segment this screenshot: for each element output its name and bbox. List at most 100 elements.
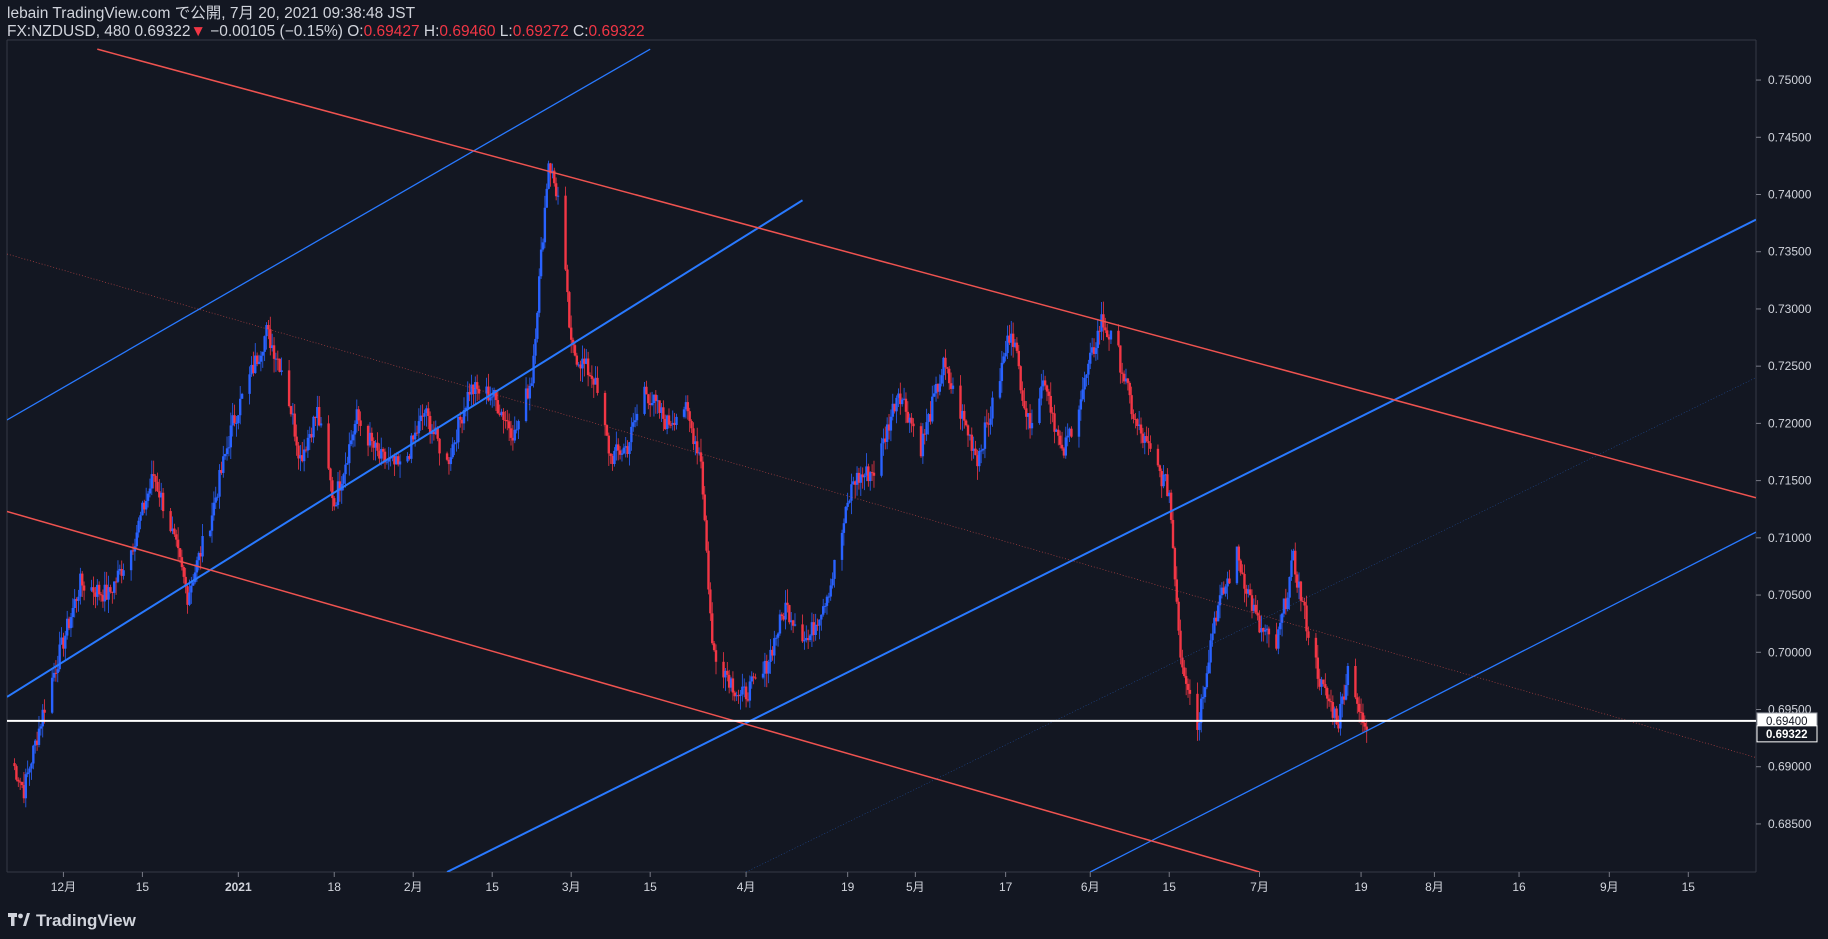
- candle-body: [259, 355, 263, 362]
- candle-body: [801, 624, 804, 642]
- candle-body: [573, 345, 577, 356]
- candle-body: [22, 785, 26, 799]
- x-tick-label: 15: [486, 880, 500, 894]
- trend-line-2: [7, 48, 651, 421]
- candle-body: [1344, 685, 1348, 700]
- candle-body: [664, 418, 667, 430]
- candle-body: [899, 393, 902, 405]
- candle-body: [515, 429, 518, 431]
- candle-body: [491, 396, 494, 398]
- candle-body: [925, 422, 928, 435]
- candle-body: [530, 383, 533, 386]
- candle-body: [825, 596, 829, 606]
- candle-body: [553, 170, 556, 184]
- candle-body: [1053, 413, 1056, 432]
- candle-body: [160, 492, 163, 498]
- candle-body: [346, 463, 349, 465]
- candle-body: [13, 763, 16, 767]
- candle-body: [1224, 586, 1227, 594]
- candle-body: [199, 552, 202, 557]
- candle-body: [1237, 546, 1241, 561]
- candle-body: [460, 419, 464, 424]
- candle-body: [453, 442, 456, 445]
- candle-body: [658, 400, 661, 413]
- candle-body: [1089, 352, 1092, 364]
- candle-body: [67, 618, 71, 629]
- candle-body: [893, 403, 896, 412]
- candle-body: [771, 649, 774, 656]
- candle-body: [447, 459, 451, 465]
- candle-body: [227, 447, 231, 449]
- candle-body: [62, 637, 65, 649]
- candle-body: [1160, 471, 1163, 487]
- candle-body: [948, 368, 951, 384]
- y-tick-label: 0.72000: [1768, 416, 1812, 430]
- candle-body: [656, 400, 659, 402]
- candle-body: [107, 587, 110, 600]
- trend-line-3: [446, 218, 1756, 872]
- candle-body: [427, 408, 430, 416]
- candle-body: [20, 781, 24, 786]
- candle-body: [921, 433, 925, 457]
- candle-body: [645, 386, 648, 395]
- candle-body: [366, 425, 370, 446]
- candle-body: [348, 444, 351, 464]
- y-tick-label: 0.70500: [1768, 588, 1812, 602]
- tradingview-brand[interactable]: TradingView: [8, 911, 136, 931]
- candle-body: [287, 370, 291, 407]
- candle-body: [885, 424, 889, 442]
- candle-body: [101, 595, 105, 602]
- candle-body: [944, 357, 947, 368]
- candle-body: [1049, 395, 1052, 413]
- x-tick-label: 12月: [51, 880, 76, 894]
- candle-body: [1314, 637, 1318, 658]
- candle-body: [524, 388, 528, 422]
- trend-line-7: [7, 253, 1756, 758]
- candle-body: [270, 345, 274, 349]
- candle-body: [686, 402, 689, 412]
- candle-body: [1162, 474, 1165, 487]
- candle-body: [1181, 657, 1184, 668]
- candle-body: [1280, 613, 1284, 623]
- candle-body: [30, 763, 33, 769]
- candle-body: [545, 188, 548, 208]
- candle-body: [673, 422, 676, 426]
- candle-body: [355, 409, 358, 424]
- candle-body: [413, 432, 417, 440]
- candle-body: [865, 466, 868, 476]
- plot-area: [7, 48, 1756, 872]
- candle-body: [1341, 696, 1344, 704]
- candle-body: [539, 249, 543, 277]
- y-tick-label: 0.71000: [1768, 531, 1812, 545]
- y-tick-label: 0.73000: [1768, 302, 1812, 316]
- x-tick-label: 17: [999, 880, 1013, 894]
- candle-body: [833, 559, 836, 579]
- candle-body: [1346, 666, 1350, 686]
- candle-body: [549, 163, 552, 174]
- candle-body: [511, 437, 515, 441]
- candle-body: [37, 728, 41, 745]
- candle-body: [1038, 398, 1041, 424]
- candle-body: [1168, 492, 1171, 497]
- candle-body: [374, 442, 377, 448]
- candle-body: [628, 442, 631, 455]
- candle-body: [1205, 673, 1209, 688]
- candle-body: [216, 496, 219, 498]
- candle-body: [632, 422, 635, 427]
- candle-body: [1188, 689, 1192, 694]
- x-tick-label: 3月: [562, 880, 581, 894]
- candle-body: [1030, 423, 1034, 429]
- candle-body: [818, 619, 821, 626]
- candle-body: [814, 624, 817, 635]
- candle-body: [233, 415, 236, 424]
- candle-body: [75, 599, 78, 601]
- candle-body: [222, 456, 225, 473]
- candle-body: [116, 570, 120, 582]
- candle-body: [1166, 474, 1169, 497]
- x-tick-label: 15: [644, 880, 658, 894]
- candle-body: [1241, 572, 1244, 574]
- low-label: L:: [499, 23, 513, 40]
- candle-body: [1222, 587, 1225, 594]
- candle-body: [457, 416, 460, 443]
